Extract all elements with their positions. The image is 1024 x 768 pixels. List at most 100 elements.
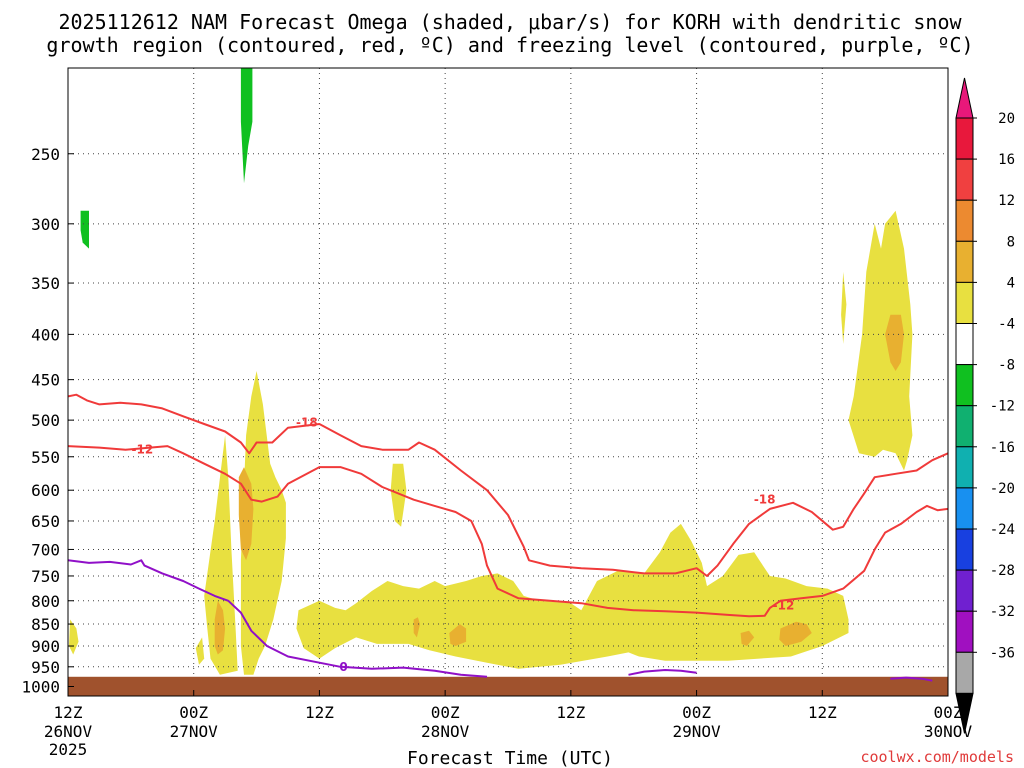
colorbar-band-8 [955,446,974,489]
y-tick-label-500: 500 [31,411,60,430]
x-tick-date-7: 30NOV [924,722,973,741]
y-tick-label-800: 800 [31,592,60,611]
x-tick-label-4: 12Z [556,703,585,722]
plot-frame [67,67,949,697]
omega-region-4-6 [841,271,847,344]
x-axis-label: Forecast Time (UTC) [407,748,613,768]
contour-dgz-18 [68,393,948,577]
y-tick-label-450: 450 [31,371,60,390]
omega-region-4-5 [390,463,407,527]
colorbar-band-2 [955,199,974,242]
colorbar-top-arrow [955,77,974,119]
omega-region-8-8 [238,467,254,561]
colorbar-label-8: -16 [990,440,1015,456]
colorbar-label-9: -20 [990,481,1015,497]
colorbar-band-9 [955,487,974,530]
y-tick-label-550: 550 [31,448,60,467]
grid-layer [68,68,948,696]
y-axis-ticks: 250 300 350 400 450 500 550 600 650 700 750 800 850 9… [21,145,74,697]
contour-freezing-0-c [890,676,933,682]
x-tick-label-2: 12Z [305,703,334,722]
y-tick-label-650: 650 [31,512,60,531]
chart-title-line-2: growth region (contoured, red, ºC) and f… [46,33,973,57]
colorbar-band-5 [955,323,974,366]
x-tick-year-0: 2025 [49,740,88,759]
colorbar-label-13: -36 [990,645,1015,661]
y-tick-label-350: 350 [31,274,60,293]
colorbar: 20 16 12 8 4 -4 -8 -12 -16 -20 -24 -28 -32 -36 [955,77,1015,734]
y-tick-label-750: 750 [31,567,60,586]
omega-region-8-10 [413,617,420,638]
colorbar-band-7 [955,405,974,448]
colorbar-label-6: -8 [998,358,1015,374]
x-tick-label-7: 00Z [934,703,963,722]
terrain-layer [68,676,948,696]
colorbar-band-3 [955,240,974,283]
x-tick-label-6: 12Z [808,703,837,722]
colorbar-band-1 [955,158,974,201]
colorbar-band-0 [955,117,974,160]
omega-region--4-16 [80,210,89,249]
x-tick-date-5: 29NOV [672,722,721,741]
y-tick-label-300: 300 [31,215,60,234]
contour-label-freezing-0: 0 [339,660,347,674]
omega-shading-layer [69,68,913,675]
omega-region-8-12 [740,630,755,646]
contour-label-dgz-18: -18 [296,415,318,429]
y-tick-label-400: 400 [31,325,60,344]
y-tick-label-950: 950 [31,658,60,677]
colorbar-label-11: -28 [990,563,1015,579]
colorbar-label-1: 16 [998,152,1015,168]
colorbar-label-2: 12 [998,193,1015,209]
x-tick-date-0: 26NOV [44,722,93,741]
contour-label-dgz-12: -12 [132,443,154,457]
contour-label-dgz-18-b: -18 [754,493,776,507]
x-tick-label-5: 00Z [682,703,711,722]
colorbar-label-12: -32 [990,604,1015,620]
colorbar-label-4: 4 [1007,275,1015,291]
omega-region-4-1 [195,637,205,665]
source-credit: coolwx.com/models [860,748,1014,766]
x-tick-label-0: 12Z [54,703,83,722]
y-tick-label-850: 850 [31,615,60,634]
x-tick-date-3: 28NOV [421,722,470,741]
y-tick-label-900: 900 [31,637,60,656]
omega-region-8-9 [214,600,226,655]
omega-region-8-13 [779,621,812,646]
x-tick-date-1: 27NOV [170,722,219,741]
omega-region-4-3 [240,371,286,675]
x-tick-label-3: 00Z [431,703,460,722]
contour-label-dgz-12-b: -12 [773,599,795,613]
x-tick-label-1: 00Z [179,703,208,722]
colorbar-label-10: -24 [990,522,1015,538]
omega-region-4-7 [848,210,913,471]
colorbar-bottom-arrow [955,692,974,734]
colorbar-band-12 [955,610,974,653]
contour-layer: -18 -12 0 -18 -12 [68,393,948,682]
omega-region--4-15 [240,68,253,184]
colorbar-band-11 [955,569,974,612]
colorbar-band-10 [955,528,974,571]
colorbar-label-5: -4 [998,317,1015,333]
colorbar-label-3: 8 [1007,234,1015,250]
omega-region-8-11 [449,624,467,646]
y-tick-label-250: 250 [31,145,60,164]
y-tick-label-700: 700 [31,540,60,559]
colorbar-label-7: -12 [990,399,1015,415]
omega-region-8-14 [885,314,904,371]
contour-dgz-12 [68,445,948,618]
omega-region-4-2 [204,435,238,675]
y-tick-label-1000: 1000 [21,678,60,697]
chart-title-line-1: 2025112612 NAM Forecast Omega (shaded, μ… [58,10,962,34]
plot-area: -18 -12 0 -18 -12 [68,68,948,696]
colorbar-label-0: 20 [998,111,1015,127]
colorbar-band-13 [955,651,974,694]
y-tick-label-600: 600 [31,481,60,500]
contour-freezing-0 [68,559,488,678]
terrain-ground [68,676,948,696]
omega-region-4-4 [296,523,849,669]
colorbar-band-6 [955,364,974,407]
colorbar-band-4 [955,281,974,324]
